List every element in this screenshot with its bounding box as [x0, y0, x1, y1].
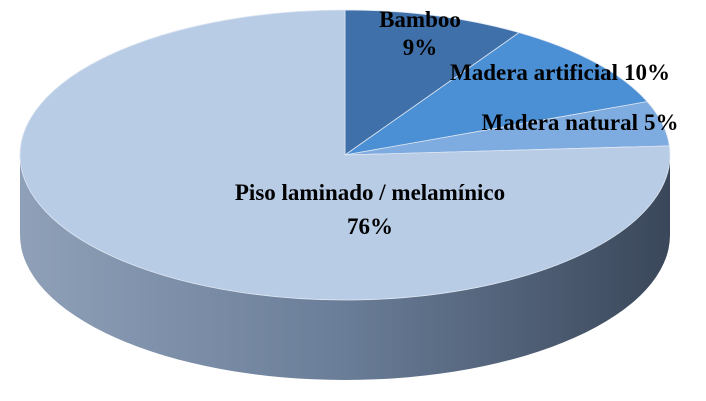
value-label: 9%: [403, 35, 438, 60]
slice-label: Madera natural 5%: [481, 110, 678, 135]
value-label: 10%: [624, 60, 670, 85]
value-label: 5%: [644, 110, 679, 135]
pie-slice: [344, 9, 521, 156]
pie-slice: [344, 32, 648, 156]
pie-slice: [19, 9, 671, 301]
category-label: Piso laminado / melamínico: [235, 180, 505, 205]
category-label: Bamboo: [379, 7, 461, 32]
pie-side: [20, 155, 670, 380]
category-label: Madera natural: [481, 110, 638, 135]
slice-label: Bamboo 9%: [379, 7, 461, 60]
category-label: Madera artificial: [450, 60, 618, 85]
value-label: 76%: [347, 214, 393, 239]
slice-label: Madera artificial 10%: [450, 60, 670, 85]
slice-label: Piso laminado / melamínico 76%: [235, 180, 505, 239]
